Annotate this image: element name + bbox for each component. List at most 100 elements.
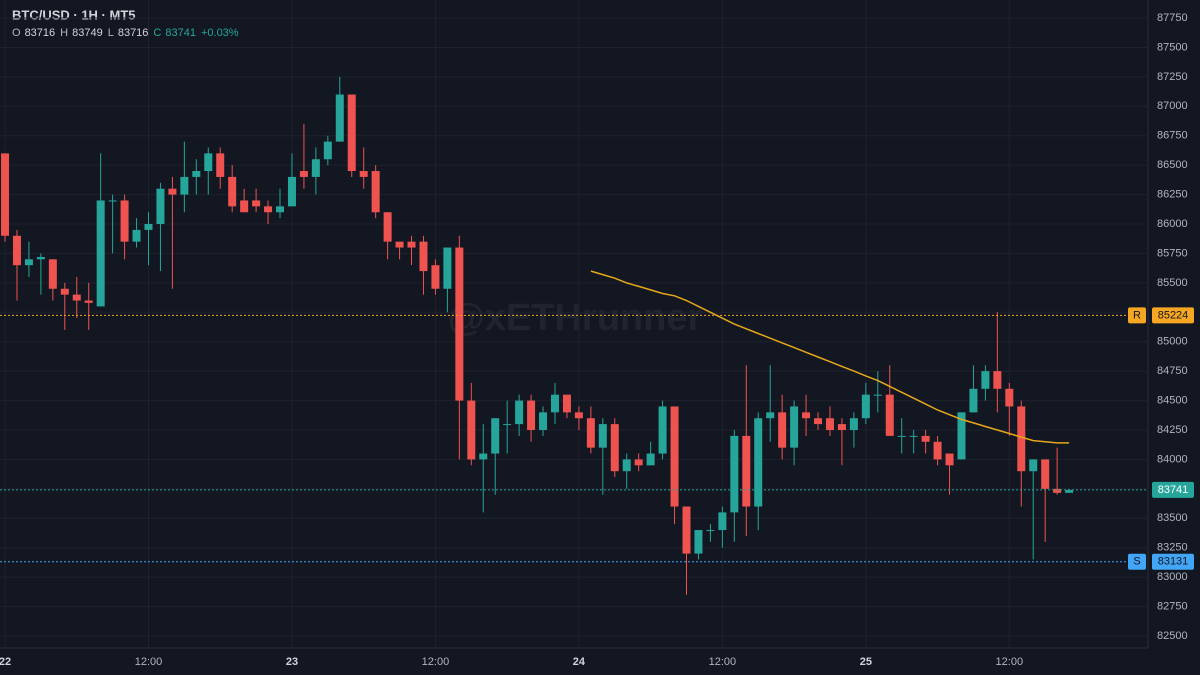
candle-body: [909, 435, 918, 437]
candle-body: [1041, 459, 1050, 489]
candle-body: [885, 394, 894, 436]
ohlc-value: 83741: [165, 27, 196, 39]
y-tick-label: 87250: [1157, 71, 1188, 83]
change: +0.03%: [201, 27, 239, 39]
candle-body: [431, 265, 440, 289]
candle-body: [24, 259, 33, 266]
x-tick-label: 12:00: [996, 656, 1024, 668]
candle-body: [1065, 489, 1074, 493]
candle-body: [670, 406, 679, 507]
candle-body: [395, 241, 404, 248]
y-tick-label: 82500: [1157, 630, 1188, 642]
x-tick-label: 22: [0, 656, 11, 668]
x-tick-label: 23: [286, 656, 298, 668]
x-tick-label: 12:00: [135, 656, 163, 668]
price-tag-key: [1128, 307, 1146, 324]
ohlc-key: C: [153, 27, 161, 39]
y-tick-label: 84000: [1157, 453, 1188, 465]
candle-body: [1017, 406, 1026, 472]
x-tick-label: 25: [860, 656, 872, 668]
candle-body: [144, 224, 153, 230]
candle-body: [550, 394, 559, 413]
price-tag-label: S: [1133, 556, 1140, 568]
candle-body: [574, 412, 583, 419]
y-tick-label: 87500: [1157, 41, 1188, 53]
price-tag-value: 85224: [1158, 309, 1189, 321]
candle-body: [849, 418, 858, 430]
chart-title: BTC/USD · 1H · MT5: [12, 7, 136, 22]
candle-body: [646, 453, 655, 466]
candle-body: [192, 171, 201, 177]
candle-body: [120, 200, 129, 242]
y-tick-label: 85750: [1157, 247, 1188, 259]
y-tick-label: 84250: [1157, 424, 1188, 436]
candle-body: [933, 441, 942, 460]
y-tick-label: 85000: [1157, 336, 1188, 348]
ohlc-value: 83716: [25, 27, 56, 39]
candle-body: [873, 394, 882, 396]
candle-body: [515, 400, 524, 425]
candle-body: [682, 506, 691, 554]
candle-body: [1, 153, 10, 236]
candle-body: [598, 424, 607, 448]
y-tick-label: 84750: [1157, 365, 1188, 377]
price-tag-key: [1128, 553, 1146, 570]
y-tick-label: 84500: [1157, 394, 1188, 406]
price-tag: [1152, 481, 1194, 498]
price-tag-label: R: [1133, 309, 1141, 321]
candle-body: [825, 418, 834, 430]
price-tag: [1152, 553, 1194, 570]
y-tick-label: 85500: [1157, 277, 1188, 289]
candle-body: [610, 424, 619, 472]
candle-body: [383, 212, 392, 242]
candle-body: [921, 435, 930, 442]
price-tag: [1152, 307, 1194, 324]
candle-body: [287, 176, 296, 207]
y-tick-label: 83250: [1157, 542, 1188, 554]
candle-body: [993, 371, 1002, 389]
candle-body: [48, 259, 57, 289]
candle-body: [216, 153, 225, 177]
candle-body: [634, 459, 643, 466]
candle-body: [240, 200, 249, 213]
candle-body: [527, 400, 536, 430]
ohlc-key: H: [60, 27, 68, 39]
candle-body: [96, 200, 105, 307]
candle-body: [108, 200, 117, 202]
candle-body: [252, 200, 261, 207]
y-tick-label: 86000: [1157, 218, 1188, 230]
x-tick-label: 24: [573, 656, 586, 668]
moving-average: [590, 270, 1070, 444]
ohlc-key: O: [12, 27, 21, 39]
candle-body: [586, 418, 595, 448]
candle-body: [730, 435, 739, 513]
candle-body: [419, 241, 428, 272]
x-tick-label: 12:00: [709, 656, 737, 668]
candle-body: [168, 188, 177, 195]
ohlc-value: 83716: [118, 27, 149, 39]
candle-body: [1005, 388, 1014, 407]
ohlc-legend: O 83716 H 83749 L 83716 C 83741 +0.03%: [12, 27, 239, 39]
candle-body: [407, 241, 416, 248]
candle-body: [814, 418, 823, 425]
candle-body: [491, 418, 500, 454]
candle-body: [443, 247, 452, 289]
candle-body: [539, 412, 548, 430]
candle-body: [156, 188, 165, 225]
candle-body: [323, 141, 332, 160]
candle-body: [969, 388, 978, 413]
candle-body: [359, 171, 368, 177]
candle-body: [802, 412, 811, 419]
candle-body: [562, 394, 571, 413]
candle-body: [694, 530, 703, 554]
price-tag-value: 83741: [1158, 484, 1189, 496]
candle-body: [742, 435, 751, 507]
candle-body: [180, 176, 189, 195]
x-tick-label: 12:00: [422, 656, 450, 668]
candle-body: [72, 294, 81, 301]
price-tag-value: 83131: [1158, 556, 1189, 568]
candle-body: [12, 235, 21, 266]
candle-body: [299, 171, 308, 177]
candle-body: [228, 176, 237, 207]
